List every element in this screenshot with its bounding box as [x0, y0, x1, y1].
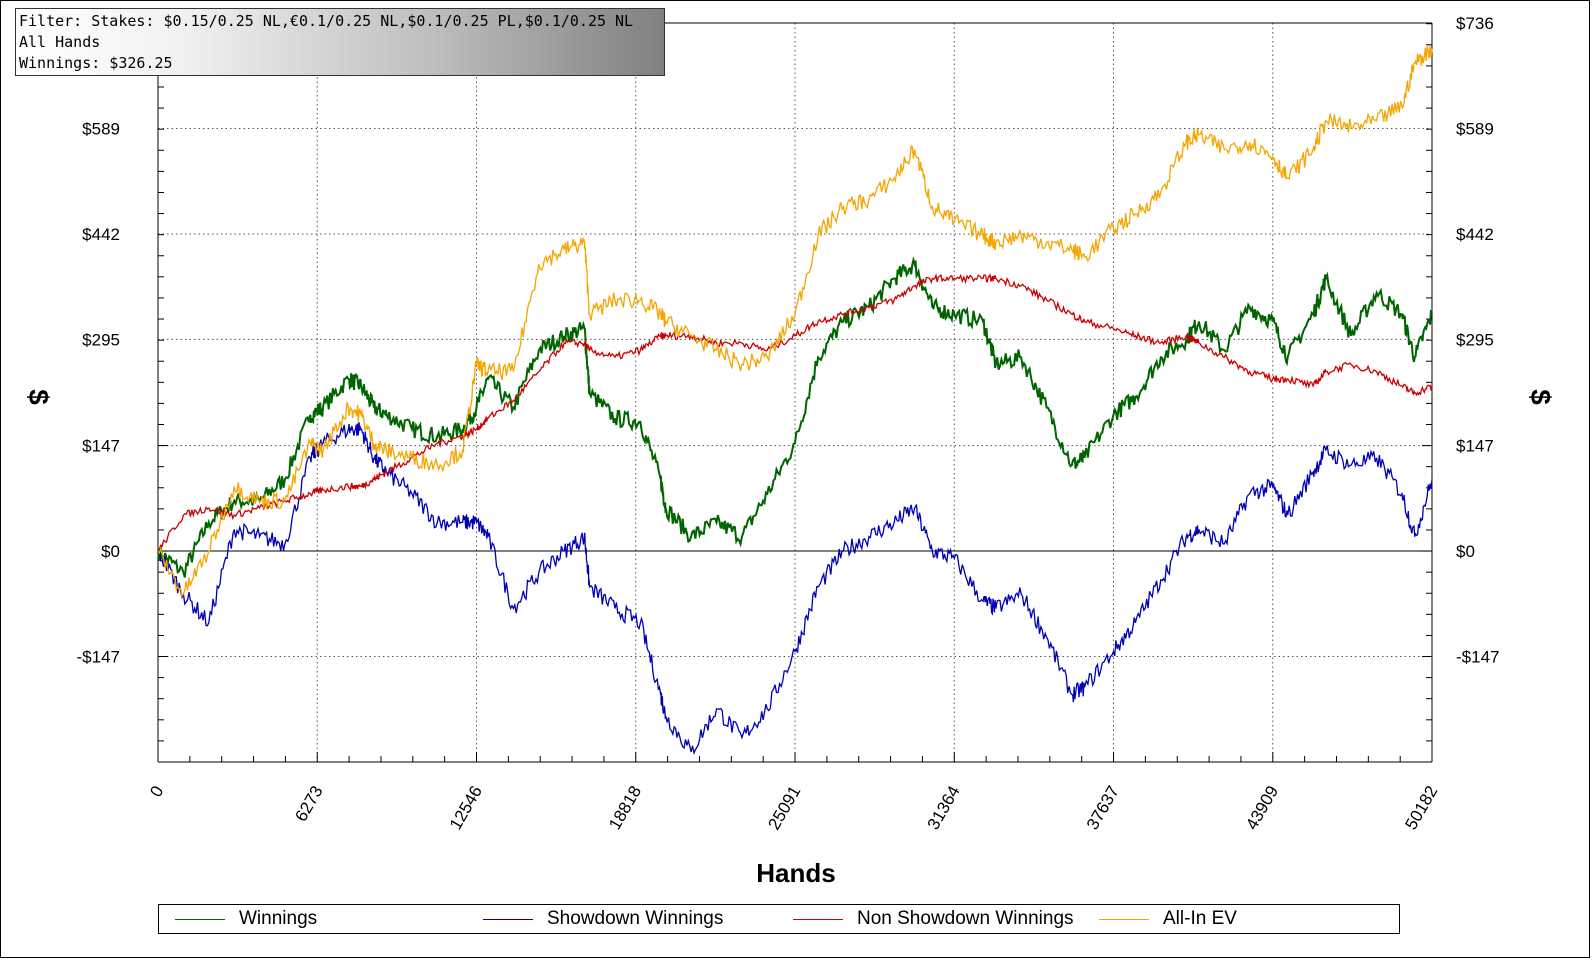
legend-swatch-winnings: [175, 918, 225, 920]
y-tick-label-left: $0: [101, 542, 120, 561]
x-tick-label: 37637: [1083, 783, 1123, 833]
y-tick-label-right: $736: [1456, 14, 1494, 33]
y-tick-label-right: $589: [1456, 119, 1494, 138]
chart-legend: Winnings Showdown Winnings Non Showdown …: [158, 904, 1400, 934]
y-tick-label-left: $147: [82, 437, 120, 456]
legend-swatch-non-showdown-winnings: [793, 918, 843, 920]
y-axis-title-left: $: [22, 389, 54, 405]
x-tick-label: 0: [146, 783, 167, 801]
series-line-all-in-ev: [157, 45, 1433, 598]
legend-label-winnings: Winnings: [239, 908, 318, 929]
y-tick-label-right: $442: [1456, 225, 1494, 244]
legend-item-showdown-winnings: Showdown Winnings: [483, 905, 723, 933]
filter-info-box: Filter: Stakes: $0.15/0.25 NL,€0.1/0.25 …: [15, 8, 665, 76]
series-line-showdown-winnings: [157, 422, 1433, 755]
legend-swatch-showdown-winnings: [483, 918, 533, 920]
series-lines: [157, 45, 1433, 755]
series-line-winnings: [157, 256, 1433, 578]
x-tick-label: 12546: [446, 783, 486, 833]
legend-label-showdown-winnings: Showdown Winnings: [547, 908, 724, 929]
filter-winnings-text: Winnings: $326.25: [19, 54, 173, 72]
y-tick-label-right: -$147: [1456, 648, 1499, 667]
legend-swatch-all-in-ev: [1099, 918, 1149, 920]
x-tick-label: 43909: [1242, 783, 1282, 833]
y-tick-label-right: $147: [1456, 437, 1494, 456]
y-tick-label-left: -$147: [77, 648, 120, 667]
y-tick-label-right: $295: [1456, 330, 1494, 349]
filter-hands-text: All Hands: [19, 33, 101, 51]
legend-item-non-showdown-winnings: Non Showdown Winnings: [793, 905, 1074, 933]
y-axis-title-right: $: [1524, 389, 1556, 405]
x-tick-label: 25091: [764, 783, 804, 833]
x-axis-title: Hands: [756, 858, 836, 888]
tick-labels: -$147 -$147 $0 $0 $147 $147 $295 $295 $442 $442 $5…: [77, 14, 1500, 833]
y-tick-label-left: $295: [82, 330, 120, 349]
legend-item-winnings: Winnings: [175, 905, 317, 933]
y-tick-label-right: $0: [1456, 542, 1475, 561]
legend-label-all-in-ev: All-In EV: [1163, 908, 1237, 929]
x-tick-label: 6273: [291, 783, 326, 825]
legend-item-all-in-ev: All-In EV: [1099, 905, 1237, 933]
y-tick-label-left: $589: [82, 119, 120, 138]
filter-stakes-text: Filter: Stakes: $0.15/0.25 NL,€0.1/0.25 …: [19, 12, 634, 30]
y-tick-label-left: $442: [82, 225, 120, 244]
x-tick-label: 31364: [924, 783, 964, 833]
legend-label-non-showdown-winnings: Non Showdown Winnings: [857, 908, 1074, 929]
x-tick-label: 50182: [1401, 783, 1441, 833]
x-tick-label: 18818: [605, 783, 645, 833]
